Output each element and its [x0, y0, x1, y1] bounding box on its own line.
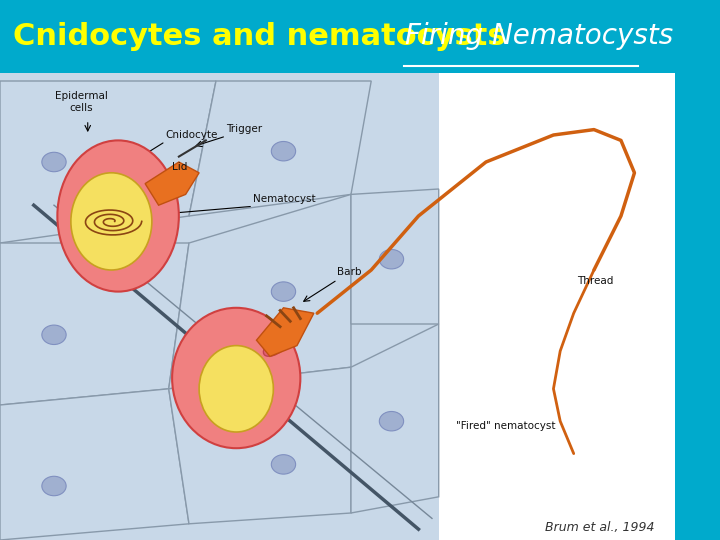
- Ellipse shape: [172, 308, 300, 448]
- Ellipse shape: [58, 140, 179, 292]
- Polygon shape: [0, 81, 216, 243]
- Text: Brum et al., 1994: Brum et al., 1994: [545, 521, 654, 534]
- Text: Barb: Barb: [338, 267, 362, 278]
- Ellipse shape: [199, 346, 274, 432]
- Polygon shape: [256, 308, 314, 356]
- Circle shape: [271, 141, 296, 161]
- FancyBboxPatch shape: [0, 73, 675, 540]
- Ellipse shape: [71, 173, 152, 270]
- Ellipse shape: [264, 335, 290, 356]
- Circle shape: [42, 476, 66, 496]
- Circle shape: [271, 282, 296, 301]
- Text: Nematocyst: Nematocyst: [253, 194, 316, 205]
- Text: Firing Nematocysts: Firing Nematocysts: [405, 23, 673, 50]
- Polygon shape: [351, 324, 438, 513]
- Polygon shape: [168, 194, 351, 389]
- Polygon shape: [0, 389, 189, 540]
- Polygon shape: [189, 81, 372, 216]
- Circle shape: [379, 411, 404, 431]
- Polygon shape: [351, 189, 438, 324]
- FancyBboxPatch shape: [0, 0, 675, 73]
- Polygon shape: [168, 367, 351, 524]
- Polygon shape: [0, 243, 189, 405]
- Text: Trigger: Trigger: [226, 124, 262, 134]
- Text: Lid: Lid: [172, 162, 187, 172]
- Circle shape: [42, 152, 66, 172]
- Text: Epidermal
cells: Epidermal cells: [55, 91, 107, 113]
- Polygon shape: [145, 162, 199, 205]
- Circle shape: [379, 249, 404, 269]
- Text: "Fired" nematocyst: "Fired" nematocyst: [456, 421, 555, 431]
- FancyBboxPatch shape: [0, 73, 438, 540]
- Circle shape: [42, 325, 66, 345]
- Text: Cnidocytes and nematocysts: Cnidocytes and nematocysts: [14, 22, 506, 51]
- Circle shape: [271, 455, 296, 474]
- Text: Cnidocyte: Cnidocyte: [166, 130, 217, 140]
- Text: Thread: Thread: [577, 275, 613, 286]
